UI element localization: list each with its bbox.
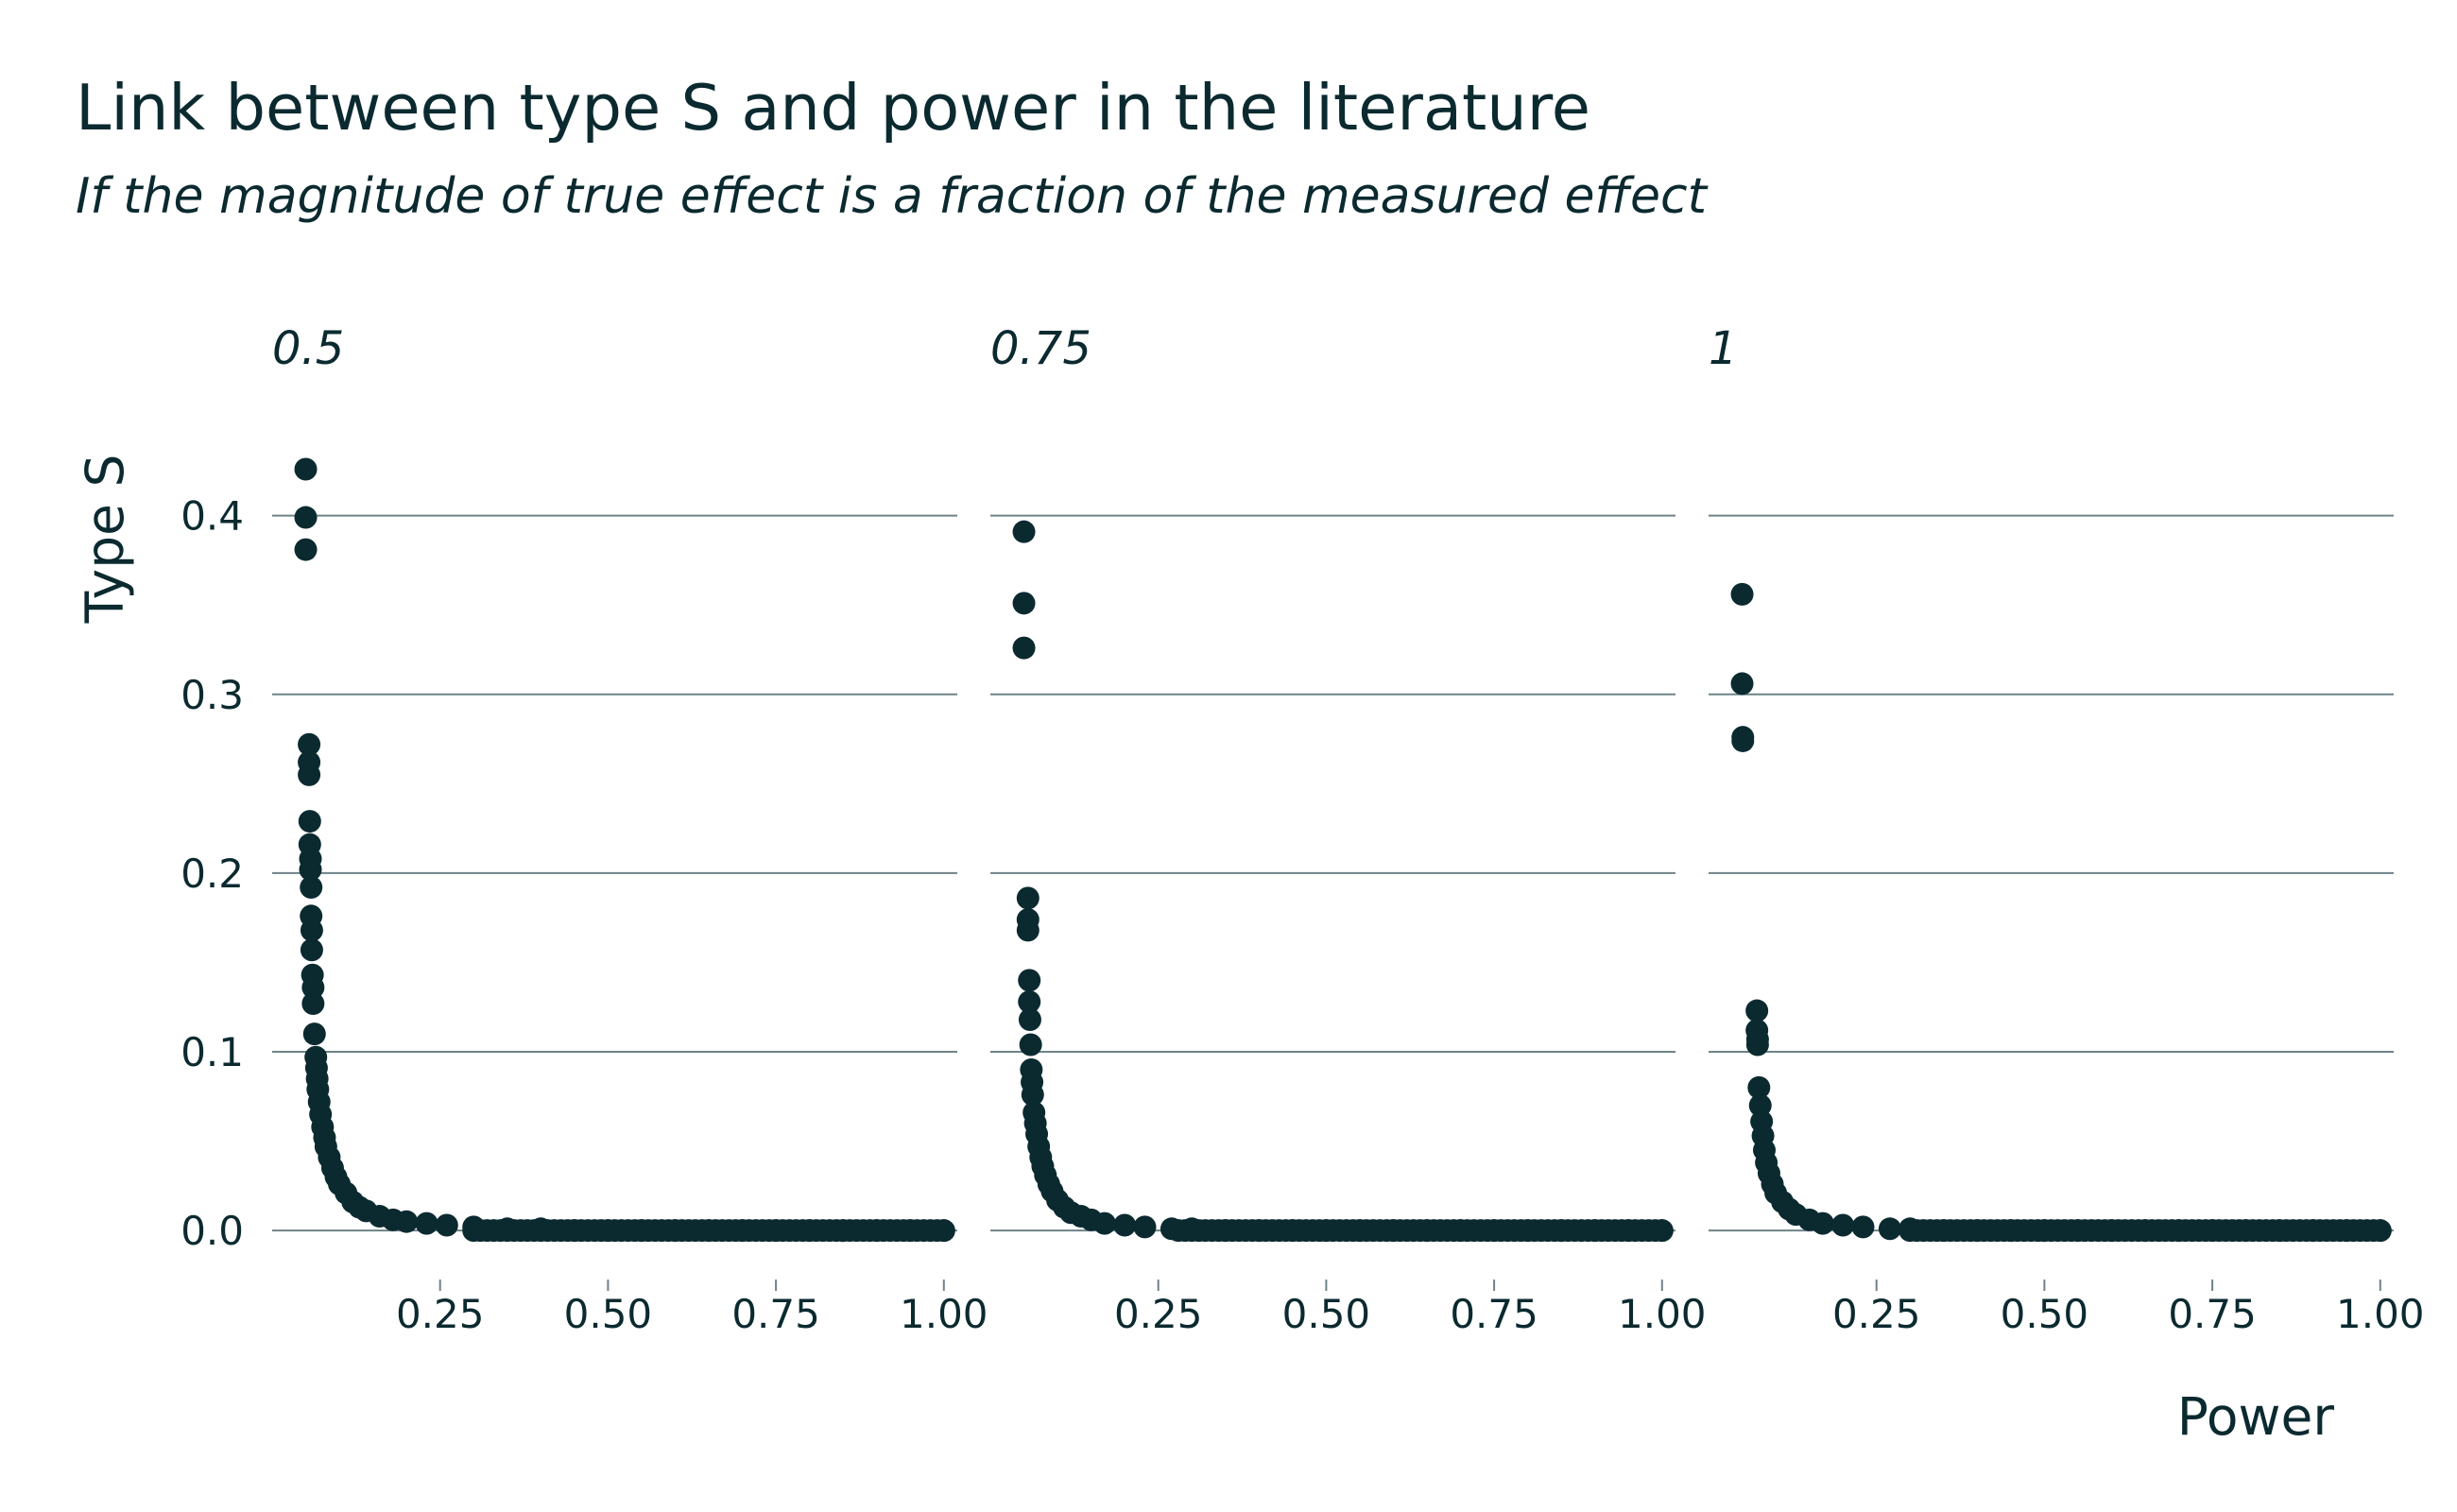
data-point bbox=[1012, 636, 1036, 660]
data-point bbox=[1018, 969, 1041, 992]
data-point bbox=[1730, 582, 1754, 606]
data-point bbox=[301, 991, 325, 1015]
data-point bbox=[294, 506, 318, 529]
data-point bbox=[300, 938, 323, 962]
data-point bbox=[1092, 1211, 1116, 1235]
data-point bbox=[415, 1211, 438, 1235]
data-point bbox=[1730, 672, 1754, 696]
data-point bbox=[301, 975, 325, 999]
data-point bbox=[300, 919, 323, 942]
x-tick-label: 0.25 bbox=[1832, 1291, 1921, 1337]
data-point bbox=[294, 538, 318, 561]
data-point bbox=[1745, 1033, 1769, 1057]
x-tick-label: 0.50 bbox=[1282, 1291, 1371, 1337]
y-tick-label: 0.1 bbox=[180, 1029, 244, 1075]
x-tick-label: 0.25 bbox=[1114, 1291, 1203, 1337]
facet-label: 1 bbox=[1709, 322, 1738, 375]
data-point bbox=[1018, 1008, 1041, 1031]
data-point bbox=[1019, 1033, 1042, 1057]
data-point bbox=[298, 810, 321, 833]
data-point bbox=[1650, 1219, 1674, 1243]
chart-subtitle: If the magnitude of true effect is a fra… bbox=[76, 168, 1709, 225]
x-tick-label: 0.75 bbox=[1450, 1291, 1538, 1337]
facet-label: 0.75 bbox=[990, 322, 1091, 375]
y-tick-label: 0.4 bbox=[180, 493, 244, 540]
data-point bbox=[1012, 592, 1036, 615]
data-point bbox=[298, 732, 321, 756]
facet-panel: 1 0.25 0.50 0.75 1.00 bbox=[1709, 322, 2425, 1337]
data-point bbox=[932, 1219, 955, 1243]
data-point bbox=[435, 1213, 458, 1237]
x-tick-label: 1.00 bbox=[2336, 1291, 2425, 1337]
x-tick-label: 0.50 bbox=[2001, 1291, 2089, 1337]
x-tick-label: 1.00 bbox=[900, 1291, 988, 1337]
data-point bbox=[1831, 1213, 1855, 1237]
data-point bbox=[298, 763, 321, 786]
data-point bbox=[1012, 520, 1036, 543]
x-tick-label: 0.75 bbox=[731, 1291, 820, 1337]
data-point bbox=[1747, 1075, 1771, 1099]
data-point bbox=[1016, 886, 1040, 910]
data-point bbox=[1745, 999, 1769, 1022]
data-point bbox=[1016, 919, 1040, 942]
data-point bbox=[1878, 1217, 1901, 1241]
data-point bbox=[1018, 990, 1041, 1014]
x-axis-title: Power bbox=[2177, 1386, 2335, 1447]
data-point bbox=[300, 876, 323, 900]
facet-panels: 0.00.10.20.30.40.50.25 0.50 0.75 1.000.750.… bbox=[180, 322, 2424, 1337]
x-tick-label: 1.00 bbox=[1618, 1291, 1707, 1337]
data-point bbox=[1731, 729, 1755, 752]
data-point bbox=[1021, 1083, 1044, 1107]
data-point bbox=[294, 457, 318, 481]
facet-panel: 0.75 0.25 0.50 0.75 1.00 bbox=[990, 322, 1707, 1337]
facet-panel: 0.5 0.25 0.50 0.75 1.00 bbox=[272, 322, 988, 1337]
y-tick-label: 0.3 bbox=[180, 672, 244, 718]
y-axis-title: Type S bbox=[75, 455, 135, 625]
data-point bbox=[299, 858, 322, 882]
x-tick-label: 0.25 bbox=[396, 1291, 485, 1337]
data-point bbox=[395, 1210, 419, 1233]
data-point bbox=[1133, 1215, 1157, 1239]
data-point bbox=[1851, 1215, 1875, 1239]
y-tick-label: 0.2 bbox=[180, 850, 244, 897]
chart-title: Link between type S and power in the lit… bbox=[76, 71, 1590, 145]
facet-label: 0.5 bbox=[272, 322, 344, 375]
data-point bbox=[2368, 1219, 2392, 1243]
data-point bbox=[1113, 1213, 1137, 1237]
x-tick-label: 0.75 bbox=[2168, 1291, 2257, 1337]
data-point bbox=[302, 1022, 326, 1046]
y-tick-label: 0.0 bbox=[180, 1208, 244, 1254]
x-tick-label: 0.50 bbox=[564, 1291, 653, 1337]
data-point bbox=[1811, 1211, 1834, 1235]
